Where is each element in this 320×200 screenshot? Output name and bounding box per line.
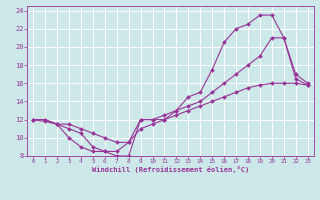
- X-axis label: Windchill (Refroidissement éolien,°C): Windchill (Refroidissement éolien,°C): [92, 166, 249, 173]
